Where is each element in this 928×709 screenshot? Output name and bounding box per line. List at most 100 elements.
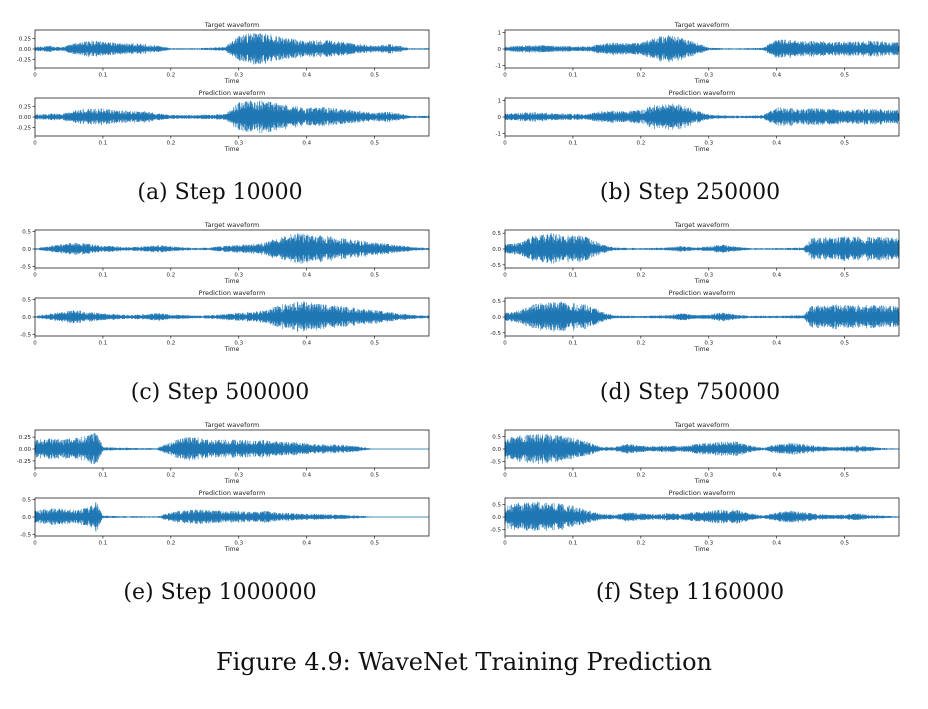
subplot-title: Prediction waveform bbox=[669, 489, 736, 497]
waveform-line bbox=[504, 35, 900, 62]
x-tick-label: 0.5 bbox=[370, 273, 379, 279]
y-tick-label: -1 bbox=[496, 64, 501, 70]
x-tick-label: 0.4 bbox=[772, 341, 781, 347]
subplot-title: Target waveform bbox=[674, 221, 729, 229]
y-tick-label: 0.5 bbox=[492, 434, 501, 440]
x-tick-label: 0 bbox=[503, 73, 507, 79]
x-tick-label: 0.1 bbox=[99, 273, 108, 279]
subfigure-caption: (e) Step 1000000 bbox=[123, 580, 317, 605]
figure-caption: Figure 4.9: WaveNet Training Prediction bbox=[215, 648, 713, 676]
y-tick-label: 0.25 bbox=[19, 435, 32, 441]
x-tick-label: 0 bbox=[33, 341, 37, 347]
x-tick-label: 0.3 bbox=[234, 141, 243, 147]
x-tick-label: 0 bbox=[33, 73, 37, 79]
y-tick-label: 0.00 bbox=[19, 115, 32, 121]
x-tick-label: 0.5 bbox=[840, 73, 849, 79]
y-tick-label: 0.00 bbox=[19, 447, 32, 453]
x-tick-label: 0.4 bbox=[772, 473, 781, 479]
x-tick-label: 0.5 bbox=[370, 341, 379, 347]
x-tick-label: 0.5 bbox=[840, 341, 849, 347]
subplot-title: Prediction waveform bbox=[199, 89, 266, 97]
x-tick-label: 0.3 bbox=[234, 341, 243, 347]
x-tick-label: 0.5 bbox=[840, 141, 849, 147]
x-tick-label: 0.5 bbox=[840, 541, 849, 547]
x-axis-label: Time bbox=[694, 78, 710, 85]
waveform-panel: Target waveform 0.5 0.0 -0.5 0 0.1 0.2 0.3 0.4 0.… bbox=[470, 218, 910, 354]
x-axis-label: Time bbox=[224, 78, 240, 85]
y-tick-label: 0 bbox=[498, 47, 502, 53]
y-tick-label: 0.0 bbox=[492, 247, 501, 253]
subplot-title: Target waveform bbox=[674, 21, 729, 29]
y-tick-label: 1 bbox=[498, 98, 502, 104]
y-tick-label: 0 bbox=[498, 115, 502, 121]
subfigure-caption: (a) Step 10000 bbox=[137, 180, 303, 205]
x-tick-label: 0.2 bbox=[166, 473, 175, 479]
x-tick-label: 0.1 bbox=[569, 141, 578, 147]
subplot-title: Target waveform bbox=[674, 421, 729, 429]
x-tick-label: 0.2 bbox=[166, 273, 175, 279]
x-tick-label: 0.1 bbox=[569, 541, 578, 547]
target-subplot: Target waveform 0.25 0.00 -0.25 0 0.1 0.2 0.3 0.… bbox=[17, 421, 430, 485]
y-tick-label: 0.25 bbox=[19, 36, 32, 42]
subfigure-caption: (f) Step 1160000 bbox=[595, 580, 785, 605]
x-tick-label: 0.4 bbox=[772, 273, 781, 279]
waveform-line bbox=[504, 301, 900, 332]
y-tick-label: 0.0 bbox=[492, 447, 501, 453]
x-tick-label: 0.2 bbox=[636, 273, 645, 279]
subplot-title: Prediction waveform bbox=[199, 489, 266, 497]
x-axis-label: Time bbox=[694, 546, 710, 553]
x-tick-label: 0.4 bbox=[772, 541, 781, 547]
y-tick-label: 0.5 bbox=[492, 231, 501, 237]
x-axis-label: Time bbox=[224, 278, 240, 285]
x-tick-label: 0 bbox=[503, 141, 507, 147]
subplot-title: Prediction waveform bbox=[669, 89, 736, 97]
waveform-panel: Target waveform 0.5 0.0 -0.5 0 0.1 0.2 0.3 0.4 0.… bbox=[0, 218, 440, 354]
x-tick-label: 0.1 bbox=[99, 141, 108, 147]
waveform-line bbox=[504, 501, 900, 532]
x-tick-label: 0.4 bbox=[302, 141, 311, 147]
prediction-subplot: Prediction waveform 0.25 0.00 -0.25 0 0.1 0.2 0… bbox=[17, 89, 430, 153]
x-tick-label: 0.4 bbox=[302, 73, 311, 79]
x-tick-label: 0 bbox=[33, 273, 37, 279]
waveform-panel: Target waveform 0.25 0.00 -0.25 0 0.1 0.2 0.3 0.… bbox=[0, 18, 440, 154]
x-tick-label: 0.2 bbox=[166, 73, 175, 79]
x-tick-label: 0 bbox=[503, 541, 507, 547]
x-tick-label: 0.3 bbox=[704, 473, 713, 479]
target-subplot: Target waveform 0.25 0.00 -0.25 0 0.1 0.2 0.3 0.… bbox=[17, 21, 430, 85]
y-tick-label: 0.0 bbox=[492, 515, 501, 521]
subfigure-caption: (d) Step 750000 bbox=[599, 380, 781, 405]
waveform-panel: Target waveform 0.25 0.00 -0.25 0 0.1 0.2 0.3 0.… bbox=[0, 418, 440, 554]
x-tick-label: 0.3 bbox=[704, 141, 713, 147]
x-tick-label: 0.1 bbox=[99, 73, 108, 79]
x-tick-label: 0.4 bbox=[772, 73, 781, 79]
x-tick-label: 0.2 bbox=[636, 541, 645, 547]
x-axis-label: Time bbox=[224, 478, 240, 485]
subfigure-caption: (b) Step 250000 bbox=[599, 180, 781, 205]
x-tick-label: 0 bbox=[503, 273, 507, 279]
x-tick-label: 0.3 bbox=[234, 273, 243, 279]
x-axis-label: Time bbox=[694, 146, 710, 153]
y-tick-label: 0.5 bbox=[492, 502, 501, 508]
x-tick-label: 0.4 bbox=[772, 141, 781, 147]
x-tick-label: 0.1 bbox=[569, 273, 578, 279]
x-tick-label: 0.3 bbox=[704, 341, 713, 347]
y-tick-label: 0.0 bbox=[22, 247, 31, 253]
x-tick-label: 0.3 bbox=[234, 473, 243, 479]
x-tick-label: 0.4 bbox=[302, 473, 311, 479]
x-tick-label: 0.3 bbox=[704, 273, 713, 279]
waveform-panel: Target waveform 1 0 -1 0 0.1 0.2 0.3 0.4 0.5 Time P… bbox=[470, 18, 910, 154]
x-tick-label: 0.5 bbox=[370, 541, 379, 547]
y-tick-label: 0.25 bbox=[19, 104, 32, 110]
x-tick-label: 0 bbox=[33, 473, 37, 479]
x-tick-label: 0.3 bbox=[234, 73, 243, 79]
